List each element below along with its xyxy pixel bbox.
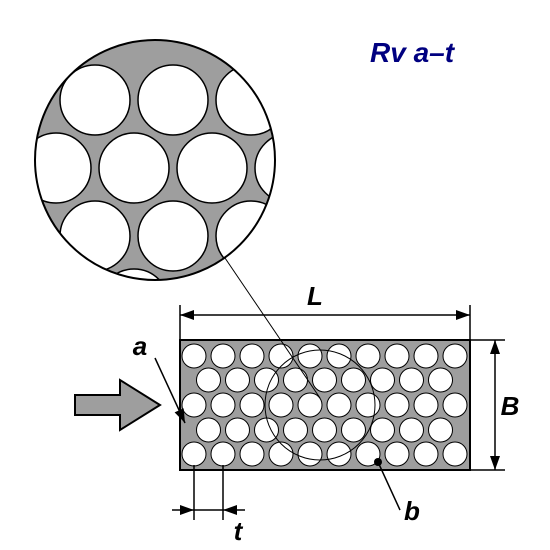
dimension-B-label: B [501, 391, 520, 421]
dimension-t-label: t [234, 516, 244, 546]
leader-b-dot [374, 458, 382, 466]
direction-arrow-icon [75, 380, 160, 430]
perforated-sheet [180, 340, 470, 470]
dimension-L-label: L [307, 281, 323, 311]
diagram-svg: L Bt a b [0, 0, 550, 550]
leader-a-label: a [133, 331, 147, 361]
diagram-title: Rv a–t [370, 37, 454, 69]
leader-b-label: b [404, 496, 420, 526]
